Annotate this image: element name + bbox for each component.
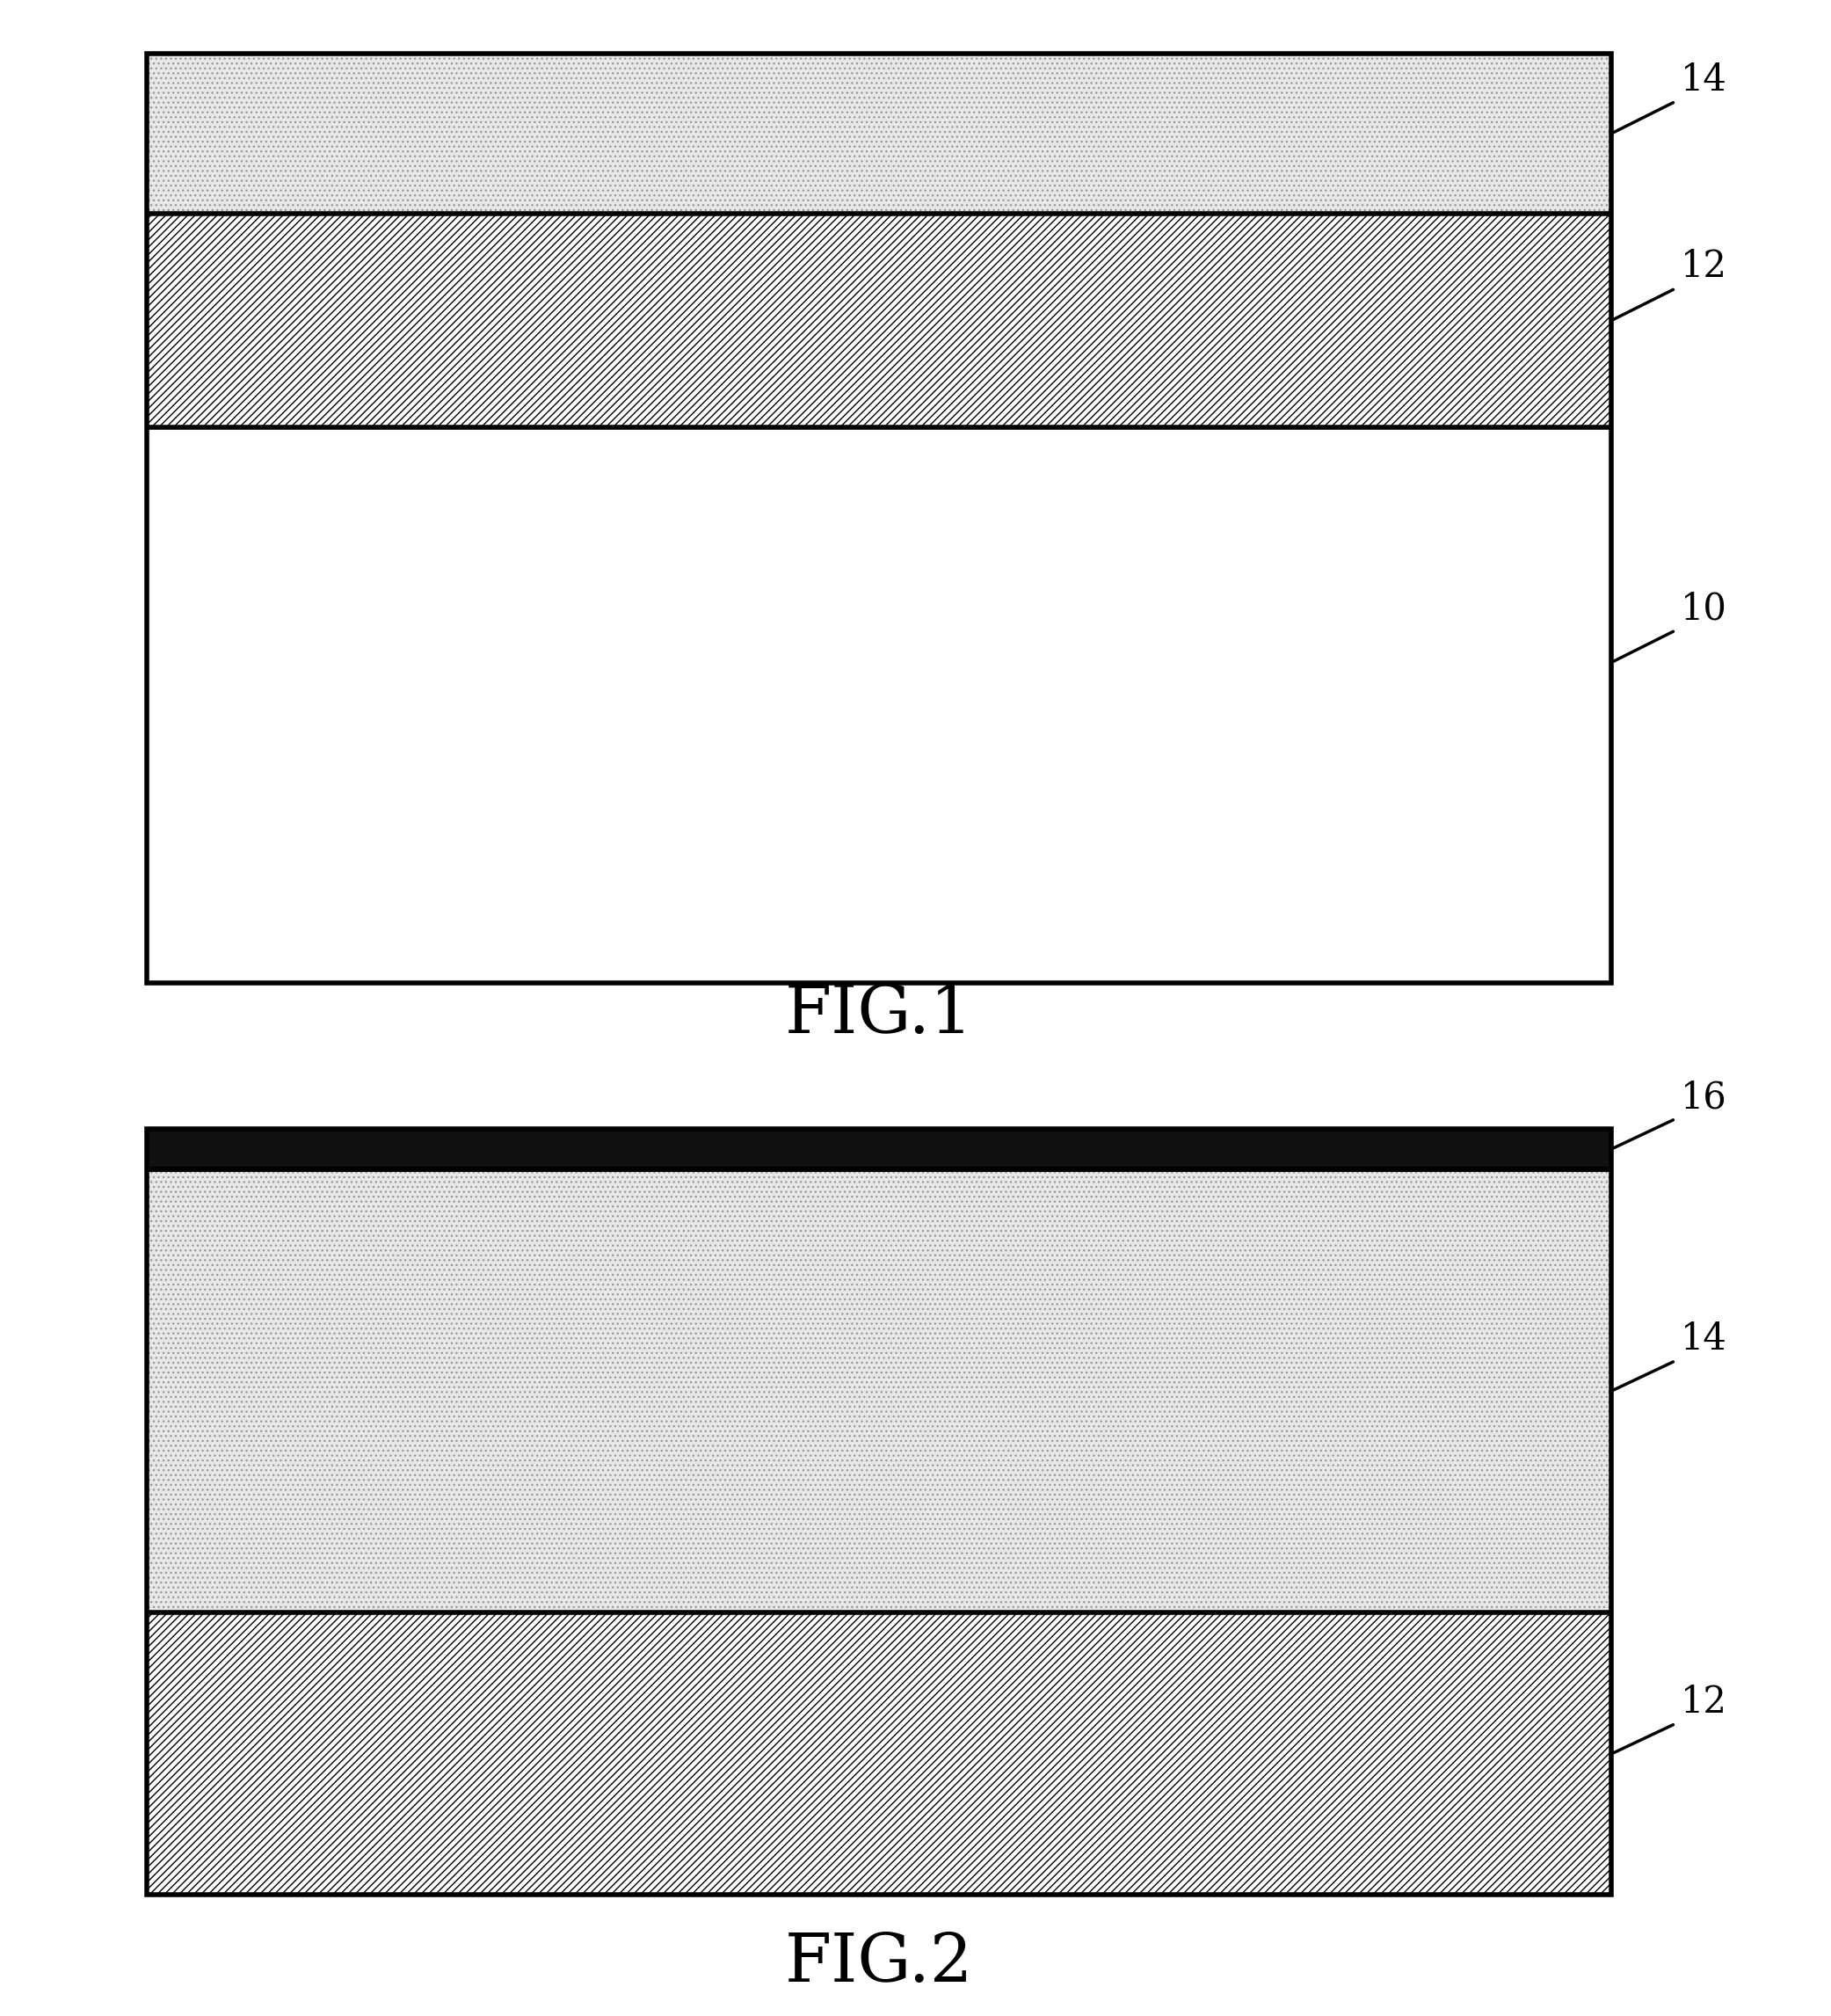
Text: FIG.1: FIG.1 [785, 982, 972, 1046]
Text: 10: 10 [1681, 591, 1727, 627]
Text: 14: 14 [1681, 60, 1727, 99]
Text: FIG.2: FIG.2 [785, 1931, 972, 1996]
Bar [146, 1129, 1611, 1895]
Bar [146, 1613, 1611, 1895]
Bar [146, 427, 1611, 984]
Bar [146, 1169, 1611, 1613]
Bar [146, 54, 1611, 984]
Bar [146, 54, 1611, 214]
Text: 12: 12 [1681, 248, 1727, 286]
Bar [146, 214, 1611, 427]
Text: 12: 12 [1681, 1683, 1727, 1722]
Bar [146, 1129, 1611, 1169]
Text: 14: 14 [1681, 1320, 1727, 1359]
Text: 16: 16 [1681, 1079, 1727, 1115]
